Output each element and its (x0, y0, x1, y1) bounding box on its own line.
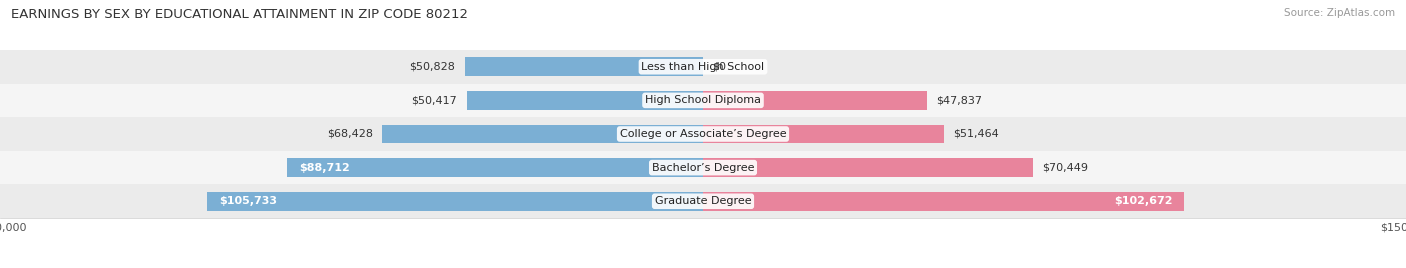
Bar (0, 50, 1406, 84)
Bar (208, 192, 703, 210)
Text: $102,672: $102,672 (1114, 196, 1173, 206)
Text: $105,733: $105,733 (219, 196, 277, 206)
Text: $88,712: $88,712 (299, 163, 350, 173)
Bar (287, 158, 703, 177)
Bar (0, 151, 1406, 184)
Bar (703, 192, 1184, 210)
Bar (382, 125, 703, 143)
Text: EARNINGS BY SEX BY EDUCATIONAL ATTAINMENT IN ZIP CODE 80212: EARNINGS BY SEX BY EDUCATIONAL ATTAINMEN… (11, 8, 468, 21)
Bar (703, 91, 927, 110)
Text: College or Associate’s Degree: College or Associate’s Degree (620, 129, 786, 139)
Text: $50,828: $50,828 (409, 62, 456, 72)
Text: $47,837: $47,837 (936, 95, 983, 105)
Bar (703, 158, 1033, 177)
Text: Source: ZipAtlas.com: Source: ZipAtlas.com (1284, 8, 1395, 18)
Text: High School Diploma: High School Diploma (645, 95, 761, 105)
Text: $68,428: $68,428 (328, 129, 373, 139)
Text: $0: $0 (713, 62, 727, 72)
Text: $51,464: $51,464 (953, 129, 1000, 139)
Text: $50,417: $50,417 (412, 95, 457, 105)
Bar (0, 184, 1406, 218)
Bar (0, 84, 1406, 117)
Bar (467, 91, 703, 110)
Bar (703, 125, 945, 143)
Bar (465, 58, 703, 76)
Text: Less than High School: Less than High School (641, 62, 765, 72)
Text: $70,449: $70,449 (1042, 163, 1088, 173)
Text: Bachelor’s Degree: Bachelor’s Degree (652, 163, 754, 173)
Bar (0, 117, 1406, 151)
Text: Graduate Degree: Graduate Degree (655, 196, 751, 206)
